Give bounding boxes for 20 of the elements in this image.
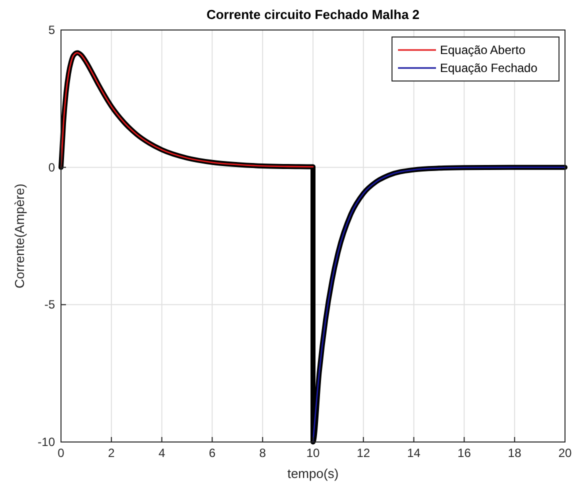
x-tick-label: 12 bbox=[356, 446, 370, 460]
x-tick-label: 2 bbox=[108, 446, 116, 460]
legend-label: Equação Fechado bbox=[440, 61, 538, 75]
chart-title: Corrente circuito Fechado Malha 2 bbox=[206, 7, 420, 22]
x-tick-label: 14 bbox=[407, 446, 421, 460]
y-tick-label: 5 bbox=[48, 23, 56, 37]
y-tick-label: -5 bbox=[44, 298, 56, 312]
x-tick-label: 20 bbox=[558, 446, 572, 460]
x-axis-title: tempo(s) bbox=[287, 466, 339, 481]
x-tick-label: 6 bbox=[208, 446, 216, 460]
y-axis-title: Corrente(Ampère) bbox=[12, 184, 27, 288]
x-tick-label: 8 bbox=[259, 446, 266, 460]
x-tick-label: 4 bbox=[158, 446, 166, 460]
legend-label: Equação Aberto bbox=[440, 43, 526, 57]
x-tick-label: 16 bbox=[458, 446, 472, 460]
x-tick-label: 18 bbox=[508, 446, 522, 460]
x-tick-label: 10 bbox=[306, 446, 320, 460]
y-tick-label: -10 bbox=[38, 435, 56, 449]
x-tick-label: 0 bbox=[58, 446, 65, 460]
y-tick-label: 0 bbox=[48, 160, 56, 174]
